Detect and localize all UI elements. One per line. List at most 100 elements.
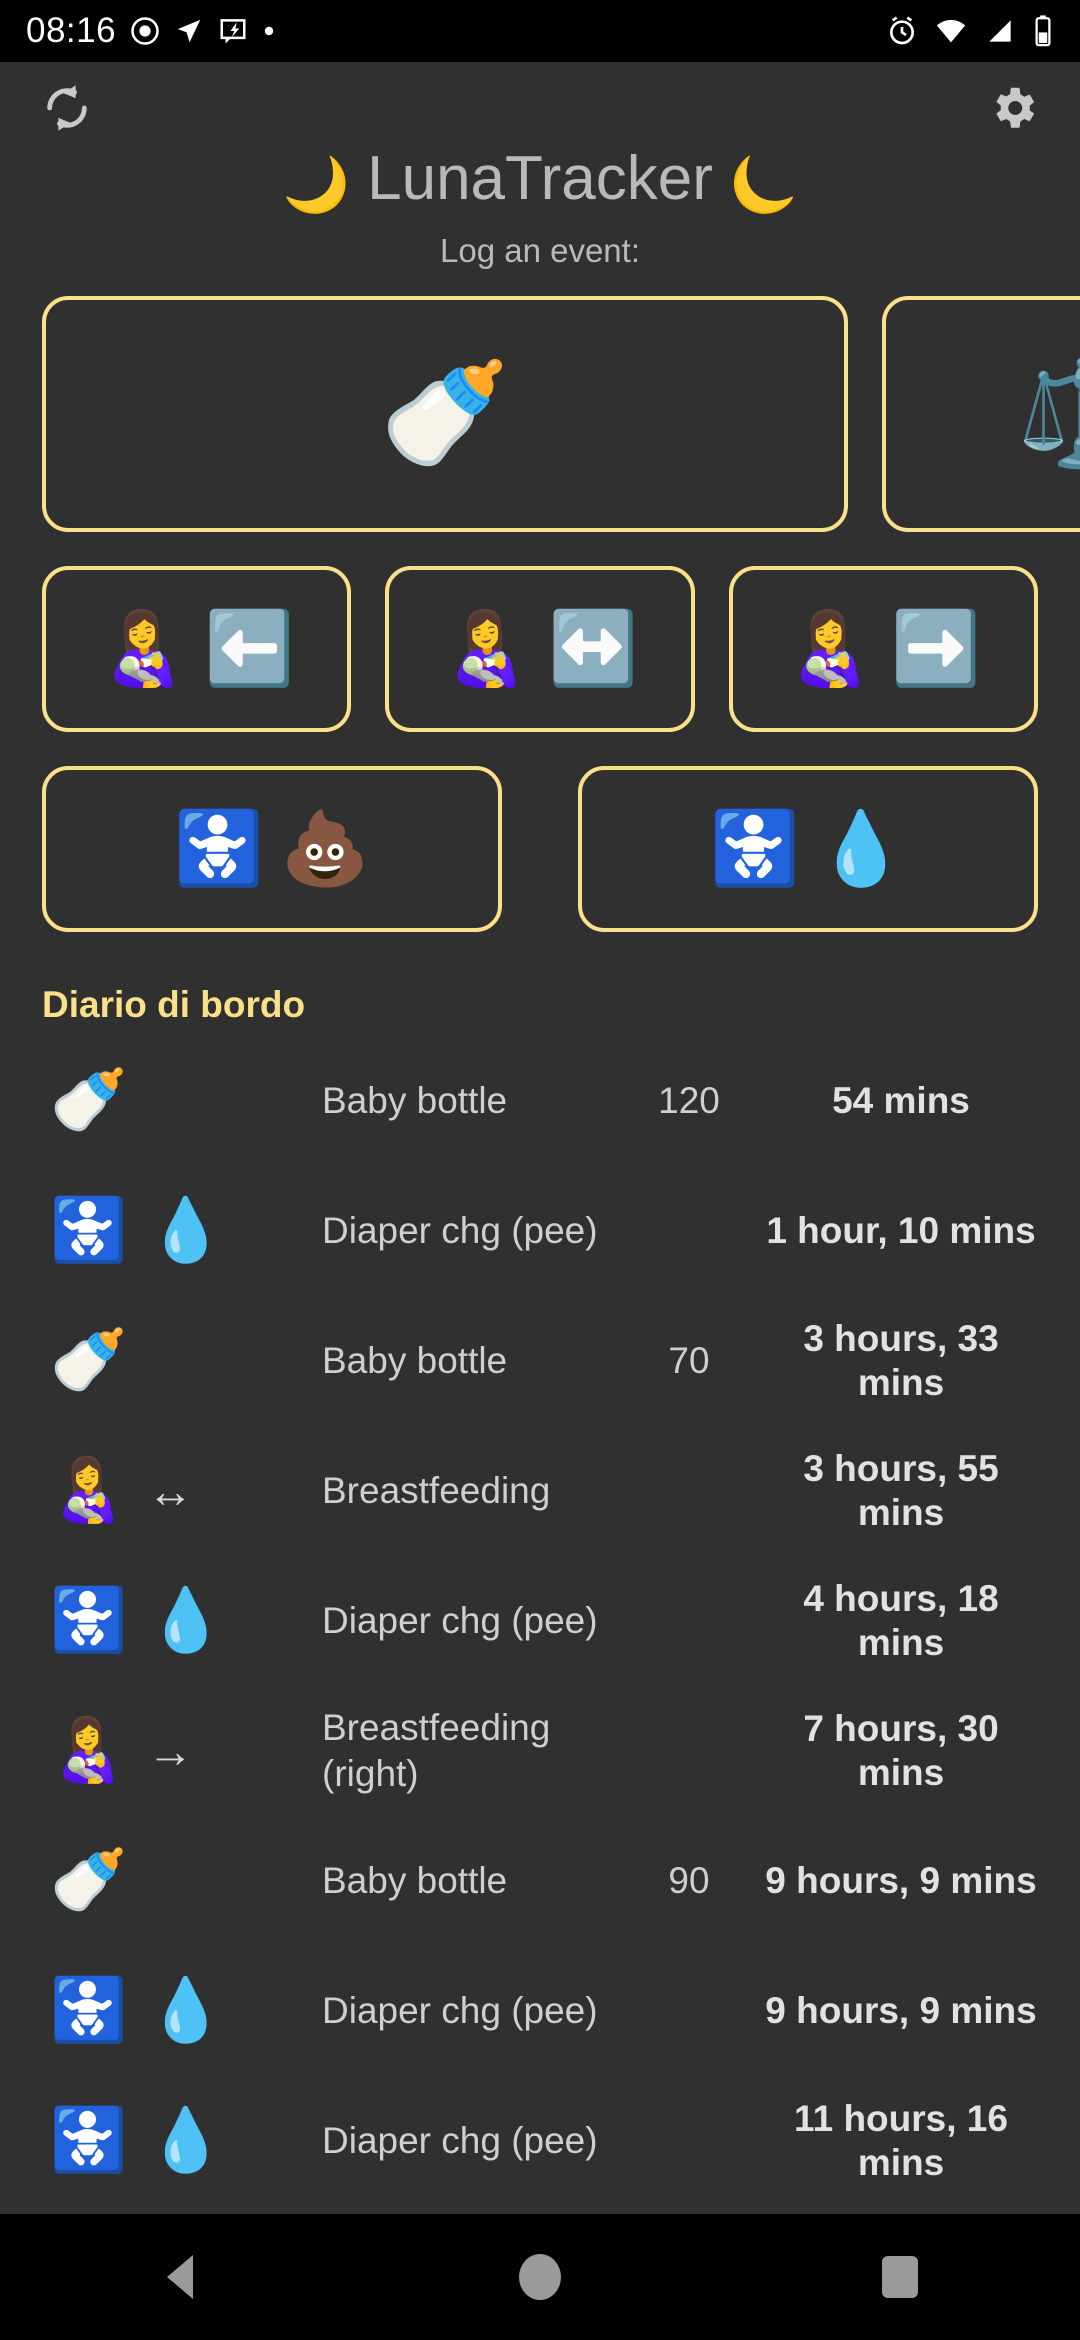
log-row-elapsed: 54 mins bbox=[832, 1079, 970, 1121]
log-row-label: Diaper chg (pee) bbox=[322, 1209, 598, 1251]
log-row-amount: 90 bbox=[668, 1860, 710, 1901]
log-row[interactable]: 🚼 💧 Diaper chg (pee) 4 hours, 18 mins bbox=[26, 1556, 1054, 1686]
log-row-icons: 🍼 bbox=[26, 1330, 322, 1392]
android-nav-bar bbox=[0, 2214, 1080, 2340]
event-type-icon: 💧 bbox=[147, 1196, 225, 1265]
event-type-icon: 👩‍🍼 bbox=[50, 1456, 128, 1525]
moon-icon-right: 🌙 bbox=[730, 155, 798, 215]
log-row-label: Diaper chg (pee) bbox=[322, 1989, 598, 2031]
wifi-icon bbox=[934, 14, 968, 48]
log-row-elapsed: 9 hours, 9 mins bbox=[765, 1859, 1037, 1901]
event-type-icon: 🍼 bbox=[50, 1066, 128, 1135]
log-button-row-1: 🍼 ⚖️ bbox=[42, 296, 1080, 532]
moon-icon-left: 🌙 bbox=[282, 155, 350, 215]
baby-bottle-icon: 🍼 bbox=[380, 356, 510, 472]
side-arrow-icon: → bbox=[147, 1725, 194, 1777]
log-row-label: Baby bottle bbox=[322, 1339, 508, 1381]
log-row-elapsed: 1 hour, 10 mins bbox=[766, 1209, 1036, 1251]
log-row-icons: 👩‍🍼 → bbox=[26, 1720, 322, 1782]
event-type-icon: 💧 bbox=[147, 1976, 225, 2045]
log-row[interactable]: 👩‍🍼 → Breastfeeding (right) 7 hours, 30 min… bbox=[26, 1686, 1054, 1816]
event-type-icon: 🚼 bbox=[50, 1976, 128, 2045]
back-icon[interactable] bbox=[120, 2217, 240, 2337]
log-row-icons: 🚼 💧 bbox=[26, 1980, 322, 2042]
log-row[interactable]: 👩‍🍼 ↔ Breastfeeding 3 hours, 55 mins bbox=[26, 1426, 1054, 1556]
breastfeeding-icon: 👩‍🍼 bbox=[785, 609, 876, 689]
recents-icon[interactable] bbox=[840, 2217, 960, 2337]
event-type-icon: 🚼 bbox=[50, 2106, 128, 2175]
log-row-label: Diaper chg (pee) bbox=[322, 1599, 598, 1641]
event-type-icon: 💧 bbox=[147, 1586, 225, 1655]
gear-icon[interactable] bbox=[982, 77, 1044, 139]
baby-symbol-icon: 🚼 bbox=[710, 809, 800, 889]
log-row[interactable]: 🍼 Baby bottle 120 54 mins bbox=[26, 1036, 1054, 1166]
record-icon bbox=[130, 16, 160, 46]
log-row-label: Breastfeeding (right) bbox=[322, 1706, 551, 1794]
battery-icon bbox=[1032, 14, 1054, 48]
log-button-row-2: 👩‍🍼 ⬅️ 👩‍🍼 ↔️ 👩‍🍼 ➡️ bbox=[42, 566, 1038, 732]
log-row-icons: 👩‍🍼 ↔ bbox=[26, 1460, 322, 1522]
status-bar: 08:16 bbox=[0, 0, 1080, 62]
status-bar-left: 08:16 bbox=[26, 11, 276, 51]
log-row[interactable]: 🚼 💧 Diaper chg (pee) 1 hour, 10 mins bbox=[26, 1166, 1054, 1296]
diaper-poop-button[interactable]: 🚼 💩 bbox=[42, 766, 502, 932]
status-bar-right bbox=[886, 14, 1054, 48]
log-row-elapsed: 3 hours, 55 mins bbox=[803, 1447, 999, 1533]
breastfeed-both-button[interactable]: 👩‍🍼 ↔️ bbox=[385, 566, 695, 732]
log-row-elapsed: 7 hours, 30 mins bbox=[803, 1707, 999, 1793]
log-row-icons: 🚼 💧 bbox=[26, 2110, 322, 2172]
message-flash-icon bbox=[218, 16, 248, 46]
log-row-icons: 🚼 💧 bbox=[26, 1200, 322, 1262]
event-type-icon: 🍼 bbox=[50, 1326, 128, 1395]
log-row-icons: 🚼 💧 bbox=[26, 1590, 322, 1652]
log-row-elapsed: 3 hours, 33 mins bbox=[803, 1317, 999, 1403]
bottle-button[interactable]: 🍼 bbox=[42, 296, 848, 532]
log-row-elapsed: 11 hours, 16 mins bbox=[794, 2097, 1008, 2183]
app-content: 🌙 LunaTracker 🌙 Log an event: 🍼 ⚖️ 👩‍🍼 ⬅… bbox=[0, 62, 1080, 2214]
event-type-icon: 🍼 bbox=[50, 1846, 128, 1915]
log-row-elapsed: 4 hours, 18 mins bbox=[803, 1577, 999, 1663]
home-icon[interactable] bbox=[480, 2217, 600, 2337]
event-type-icon: 👩‍🍼 bbox=[50, 1716, 128, 1785]
page-title: 🌙 LunaTracker 🌙 bbox=[0, 148, 1080, 216]
log-row[interactable]: 🚼 💧 Diaper chg (pee) 9 hours, 9 mins bbox=[26, 1946, 1054, 2076]
refresh-icon[interactable] bbox=[36, 77, 98, 139]
arrow-both-icon: ↔️ bbox=[547, 609, 638, 689]
log-row-elapsed: 9 hours, 9 mins bbox=[765, 1989, 1037, 2031]
alarm-icon bbox=[886, 15, 918, 47]
scale-button[interactable]: ⚖️ bbox=[882, 296, 1080, 532]
log-row[interactable]: 🚼 💧 Diaper chg (pee) 11 hours, 16 mins bbox=[26, 2076, 1054, 2206]
status-bar-clock: 08:16 bbox=[26, 11, 117, 50]
log-row[interactable]: 🍼 Baby bottle 90 9 hours, 9 mins bbox=[26, 1816, 1054, 1946]
breastfeed-right-button[interactable]: 👩‍🍼 ➡️ bbox=[728, 566, 1038, 732]
droplet-icon: 💧 bbox=[816, 809, 906, 889]
side-arrow-icon: ↔ bbox=[147, 1465, 194, 1517]
log-button-row-3: 🚼 💩 🚼 💧 bbox=[42, 766, 1038, 932]
log-row-label: Breastfeeding bbox=[322, 1469, 551, 1511]
log-event-buttons: 🍼 ⚖️ 👩‍🍼 ⬅️ 👩‍🍼 ↔️ 👩‍🍼 ➡️ bbox=[0, 270, 1080, 932]
scale-icon: ⚖️ bbox=[1017, 362, 1080, 466]
diaper-pee-button[interactable]: 🚼 💧 bbox=[578, 766, 1038, 932]
log-row-icons: 🍼 bbox=[26, 1070, 322, 1132]
log-row-icons: 🍼 bbox=[26, 1850, 322, 1912]
event-type-icon: 🚼 bbox=[50, 1196, 128, 1265]
poop-icon: 💩 bbox=[280, 809, 370, 889]
event-type-icon: 💧 bbox=[147, 2106, 225, 2175]
log-event-subtitle: Log an event: bbox=[440, 232, 640, 269]
app-toolbar bbox=[0, 62, 1080, 154]
breastfeeding-icon: 👩‍🍼 bbox=[99, 609, 189, 689]
event-type-icon: 🚼 bbox=[50, 1586, 128, 1655]
arrow-right-icon: ➡️ bbox=[891, 609, 981, 689]
breastfeed-left-button[interactable]: 👩‍🍼 ⬅️ bbox=[42, 566, 352, 732]
log-row[interactable]: 🍼Baby bottle10012 hours, 51 mins bbox=[26, 2206, 1054, 2214]
diary-heading: Diario di bordo bbox=[42, 984, 306, 1025]
log-row-amount: 70 bbox=[668, 1340, 710, 1381]
navigation-icon bbox=[174, 16, 204, 46]
diary-log-list[interactable]: 🍼 Baby bottle 120 54 mins 🚼 💧 Diaper chg (pee)… bbox=[0, 1036, 1080, 2214]
log-row[interactable]: 🍼 Baby bottle 70 3 hours, 33 mins bbox=[26, 1296, 1054, 1426]
dot-icon bbox=[262, 24, 276, 38]
log-row-label: Baby bottle bbox=[322, 1079, 508, 1121]
signal-icon bbox=[984, 15, 1016, 47]
baby-symbol-icon: 🚼 bbox=[174, 809, 264, 889]
